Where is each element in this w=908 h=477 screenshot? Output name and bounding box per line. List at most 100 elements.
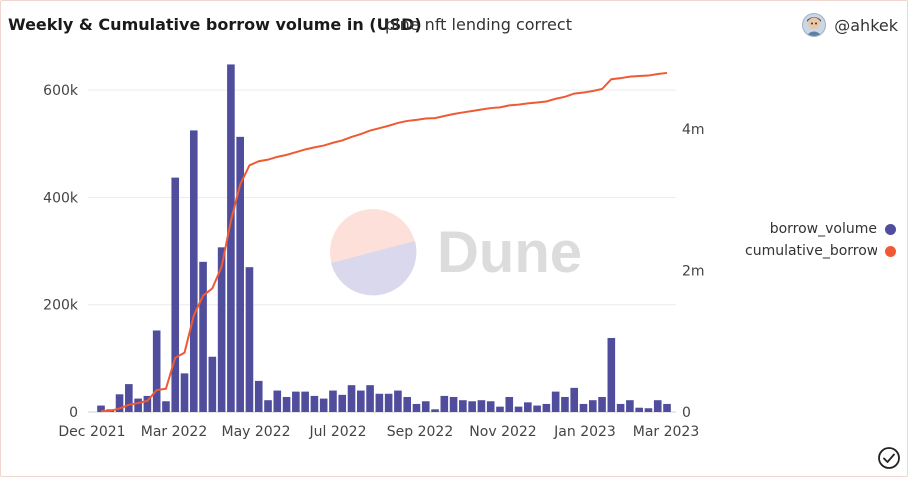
borrow-volume-bar [171, 177, 180, 412]
borrow-volume-bar [570, 387, 579, 412]
legend-label: cumulative_borrow [745, 243, 877, 259]
borrow-volume-bar [338, 394, 347, 412]
x-tick-label: May 2022 [221, 424, 290, 440]
avatar[interactable] [802, 13, 827, 37]
borrow-volume-bar [357, 390, 365, 412]
borrow-volume-bar [533, 405, 541, 412]
x-tick-label: Jul 2022 [309, 424, 367, 440]
borrow-volume-bar [431, 409, 439, 412]
left-y-axis: 0 200k 400k 600k [43, 83, 79, 421]
borrow-volume-bar [180, 373, 189, 412]
borrow-volume-bar [134, 398, 142, 412]
borrow-volume-bar [607, 337, 616, 412]
y-right-tick-label: 2m [682, 263, 705, 279]
x-tick-label: Mar 2022 [141, 424, 208, 440]
watermark-text: Dune [437, 220, 582, 285]
borrow-volume-bar [616, 403, 625, 412]
borrow-volume-bar [524, 402, 532, 412]
x-tick-label: Sep 2022 [387, 424, 453, 440]
avatar-image [806, 17, 823, 36]
borrow-volume-bar [551, 391, 560, 412]
borrow-volume-bar [440, 395, 449, 412]
borrow-volume-bar [319, 398, 328, 412]
x-tick-label: Mar 2023 [633, 424, 700, 440]
borrow-volume-bar [310, 395, 319, 412]
borrow-volume-bar [403, 396, 411, 412]
y-right-tick-label: 0 [682, 405, 691, 421]
borrow-volume-bar [496, 406, 504, 412]
borrow-volume-bar [579, 403, 588, 412]
borrow-volume-bar [254, 380, 263, 412]
borrow-volume-bar [421, 401, 430, 412]
y-left-tick-label: 0 [69, 405, 78, 421]
y-left-tick-label: 600k [43, 83, 79, 99]
borrow-volume-bar [561, 396, 569, 412]
cumulative-borrow-line [100, 71, 668, 413]
legend-swatch [885, 223, 896, 235]
borrow-volume-bar [125, 384, 133, 412]
borrow-volume-bar [468, 401, 476, 412]
borrow-volume-bar [384, 393, 393, 412]
borrow-volume-bar [459, 400, 467, 412]
borrow-volume-bar [162, 401, 170, 412]
borrow-volume-bar [663, 403, 671, 412]
borrow-volume-bar [449, 396, 458, 412]
borrow-volume-bar [329, 390, 337, 412]
borrow-volume-bar [366, 385, 374, 412]
legend-item-borrow-volume[interactable]: borrow_volume [726, 218, 896, 240]
legend: borrow_volume cumulative_borrow [726, 218, 896, 262]
author-username[interactable]: @ahkek [834, 15, 898, 35]
borrow-volume-bar [115, 394, 124, 412]
borrow-volume-bar [375, 393, 384, 412]
borrow-volume-bar [282, 396, 291, 412]
borrow-volume-bars [97, 64, 671, 412]
borrow-volume-bar [505, 396, 514, 412]
query-name[interactable]: pine nft lending correct [385, 15, 572, 34]
borrow-volume-bar [189, 130, 198, 412]
borrow-volume-bar [273, 390, 282, 412]
legend-item-cumulative-borrow[interactable]: cumulative_borrow [726, 240, 896, 262]
right-y-axis: 0 2m 4m [682, 122, 705, 421]
borrow-volume-bar [412, 403, 421, 412]
borrow-volume-bar [217, 247, 226, 412]
borrow-volume-bar [347, 385, 356, 412]
y-left-tick-label: 200k [43, 298, 79, 314]
x-axis: Dec 2021 Mar 2022 May 2022 Jul 2022 Sep 2022… [58, 424, 699, 440]
legend-label: borrow_volume [769, 221, 877, 237]
borrow-volume-bar [542, 403, 551, 412]
borrow-volume-bar [626, 400, 634, 412]
borrow-volume-bar [227, 64, 235, 412]
borrow-volume-bar [245, 267, 254, 412]
y-right-tick-label: 4m [682, 122, 705, 138]
borrow-volume-bar [152, 330, 161, 412]
borrow-volume-bar [644, 408, 653, 412]
dune-watermark: Dune [330, 209, 582, 296]
borrow-volume-bar [486, 401, 495, 412]
borrow-volume-bar [143, 395, 152, 412]
borrow-volume-bar [653, 400, 662, 412]
check-circle-icon[interactable] [877, 446, 901, 470]
borrow-volume-bar [264, 400, 272, 412]
chart-header: Weekly & Cumulative borrow volume in (US… [0, 0, 908, 48]
borrow-volume-bar [292, 391, 300, 412]
y-left-tick-label: 400k [43, 190, 79, 206]
borrow-volume-bar [199, 261, 207, 412]
x-tick-label: Jan 2023 [553, 424, 616, 440]
borrow-volume-bar [97, 405, 105, 412]
borrow-volume-bar [598, 396, 606, 412]
borrow-volume-bar [588, 400, 597, 412]
author[interactable]: @ahkek [802, 12, 898, 38]
borrow-volume-bar [514, 406, 523, 412]
borrow-volume-bar [236, 136, 244, 412]
chart-title: Weekly & Cumulative borrow volume in (US… [8, 15, 422, 34]
borrow-volume-bar [301, 391, 309, 412]
borrow-volume-bar [635, 407, 643, 412]
borrow-volume-bar [208, 356, 217, 412]
x-tick-label: Nov 2022 [469, 424, 536, 440]
borrow-volume-bar [477, 400, 486, 412]
borrow-volume-bar [394, 390, 402, 412]
watermark-logo-bottom [331, 241, 417, 296]
x-tick-label: Dec 2021 [58, 424, 125, 440]
legend-swatch [885, 245, 896, 257]
